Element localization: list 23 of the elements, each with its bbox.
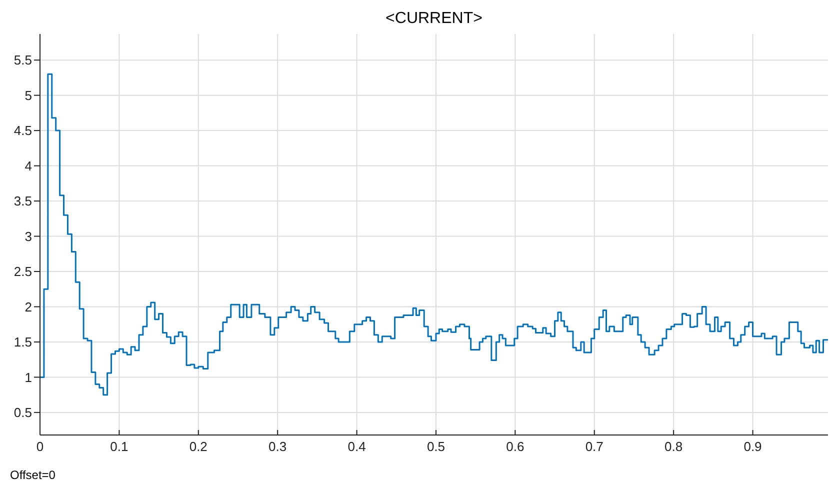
x-tick-label: 0.5	[426, 439, 446, 454]
x-tick-label: 0.1	[110, 439, 128, 454]
y-tick-label: 2.5	[14, 264, 32, 280]
y-tick-label: 4	[24, 158, 32, 174]
x-tick-label: 0.2	[189, 439, 208, 454]
x-tick-label: 0.8	[664, 439, 683, 454]
chart-title: <CURRENT>	[384, 10, 484, 28]
y-tick-label: 0.5	[14, 405, 32, 420]
y-tick-label: 3.5	[14, 194, 32, 209]
y-tick-label: 3	[24, 228, 32, 244]
text: Offset=0	[10, 468, 56, 482]
x-tick-label: 0.3	[268, 439, 287, 454]
y-tick-label: 1	[24, 370, 32, 385]
y-tick-label: 4.5	[14, 123, 32, 138]
x-tick-label: 0.4	[348, 439, 366, 454]
y-tick-label: 1.5	[14, 334, 32, 350]
x-tick-label: 0.7	[585, 439, 604, 454]
x-tick-label: 0.6	[506, 439, 524, 454]
x-tick-label: 0.9	[744, 439, 762, 454]
y-tick-label: 5.5	[14, 52, 32, 68]
x-tick-label: 0	[36, 439, 44, 454]
y-tick-label: 2	[24, 299, 32, 314]
y-tick-label: 5	[24, 88, 32, 103]
